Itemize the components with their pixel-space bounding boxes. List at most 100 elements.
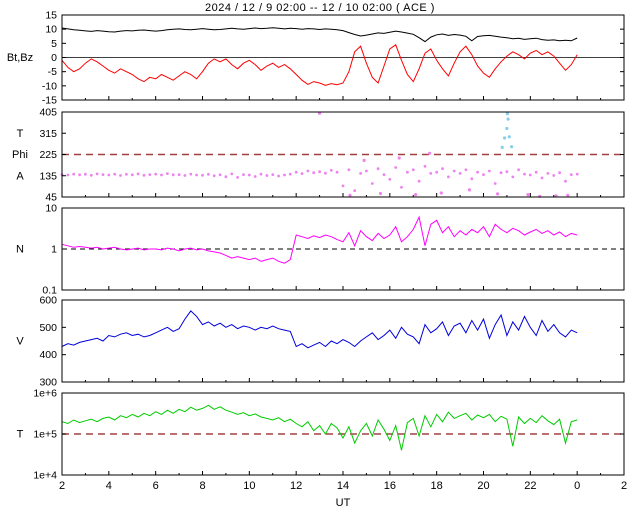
data-point — [439, 191, 443, 195]
y-tick-label: 405 — [39, 107, 57, 119]
data-point — [505, 170, 509, 174]
data-point — [324, 171, 327, 175]
panel-ylabel: T — [17, 429, 24, 441]
data-point — [523, 172, 526, 176]
panel-imf: -15 -10 -5 0 5 10 15 Bt,Bz — [7, 10, 625, 107]
data-point — [540, 176, 544, 180]
data-point — [183, 174, 187, 177]
data-point — [558, 171, 561, 175]
y-tick-label: -15 — [42, 95, 57, 107]
panel-ylabel: Bt,Bz — [7, 52, 33, 64]
series-Bt — [61, 27, 578, 43]
data-point — [201, 173, 204, 177]
x-tick-label: 10 — [243, 480, 255, 492]
data-point — [353, 189, 357, 193]
x-tick-label: 14 — [337, 480, 349, 492]
y-tick-label: 5 — [51, 38, 57, 50]
data-point — [575, 172, 579, 176]
y-tick-label: 500 — [39, 322, 57, 334]
data-point — [166, 172, 169, 176]
data-point — [218, 173, 222, 177]
panel-ylabel: N — [16, 244, 24, 256]
x-tick-label: 2 — [59, 480, 65, 492]
data-point — [467, 188, 471, 192]
data-point — [528, 173, 532, 177]
series-Bz — [61, 44, 578, 86]
data-point — [429, 172, 433, 175]
data-point — [511, 175, 515, 179]
data-point — [423, 164, 427, 168]
data-point — [370, 182, 374, 185]
data-point — [66, 173, 70, 177]
data-point — [464, 168, 468, 172]
data-point — [441, 167, 444, 171]
data-point — [95, 172, 99, 176]
x-tick-label: 2 — [621, 480, 627, 492]
data-point — [397, 156, 401, 160]
data-point — [207, 172, 210, 176]
data-point — [534, 170, 538, 174]
x-tick-label: 22 — [524, 480, 536, 492]
panel-ylabel: T — [17, 128, 24, 140]
x-tick-label: 8 — [199, 480, 205, 492]
data-point — [552, 174, 556, 177]
data-point — [470, 177, 474, 181]
x-axis: 2 4 6 8 10 12 14 16 18 20 22 0 2 UT — [59, 480, 627, 509]
y-tick-label: 600 — [39, 295, 57, 307]
data-point — [505, 112, 509, 116]
data-point — [388, 177, 392, 181]
y-tick-label: 45 — [45, 192, 57, 204]
y-tick-label: 1e+6 — [33, 388, 57, 400]
data-point — [476, 170, 479, 174]
plot-title: 2024 / 12 / 9 02:00 -- 12 / 10 02:00 ( A… — [205, 2, 435, 14]
panel-phi: 45 135 225 315 405 T Phi A — [12, 107, 625, 204]
data-point — [414, 193, 418, 197]
y-tick-label: 0 — [51, 52, 57, 64]
x-tick-label: 0 — [574, 480, 580, 492]
data-point — [566, 193, 570, 197]
panel-border — [61, 299, 625, 383]
data-point — [154, 172, 158, 176]
data-point — [341, 184, 345, 188]
data-point — [406, 170, 409, 174]
data-point — [265, 174, 269, 177]
data-point — [452, 169, 456, 173]
data-point — [500, 145, 504, 149]
data-point — [306, 169, 310, 173]
y-tick-label: 15 — [45, 10, 57, 22]
panel-density: 0.1 1 10 N — [16, 203, 625, 297]
data-point — [458, 172, 462, 175]
series-secondary — [500, 112, 514, 149]
data-point — [212, 174, 216, 178]
data-point — [247, 173, 251, 177]
series-T — [61, 404, 578, 451]
data-point — [107, 173, 111, 177]
data-point — [496, 192, 500, 196]
data-point — [378, 191, 383, 196]
data-point — [564, 179, 567, 183]
data-point — [136, 172, 140, 176]
y-tick-label: 1e+4 — [33, 470, 57, 482]
x-tick-label: 18 — [431, 480, 443, 492]
y-tick-label: 10 — [45, 203, 57, 215]
data-point — [300, 172, 304, 176]
data-point — [177, 173, 181, 177]
x-tick-label: 4 — [106, 480, 112, 492]
data-point — [236, 176, 240, 179]
panel-ylabel: Phi — [12, 149, 28, 161]
data-point — [277, 174, 280, 178]
data-point — [435, 170, 439, 174]
data-point — [189, 172, 193, 176]
x-tick-label: 20 — [477, 480, 489, 492]
data-point — [89, 173, 93, 177]
data-point — [517, 168, 520, 172]
data-point — [335, 170, 339, 174]
y-tick-label: 315 — [39, 128, 57, 140]
data-point — [493, 182, 497, 185]
data-point — [242, 173, 245, 177]
x-axis-title: UT — [336, 497, 351, 509]
data-point — [362, 158, 366, 162]
data-point — [84, 172, 87, 176]
panel-speed: 300 400 500 600 V — [16, 295, 625, 389]
